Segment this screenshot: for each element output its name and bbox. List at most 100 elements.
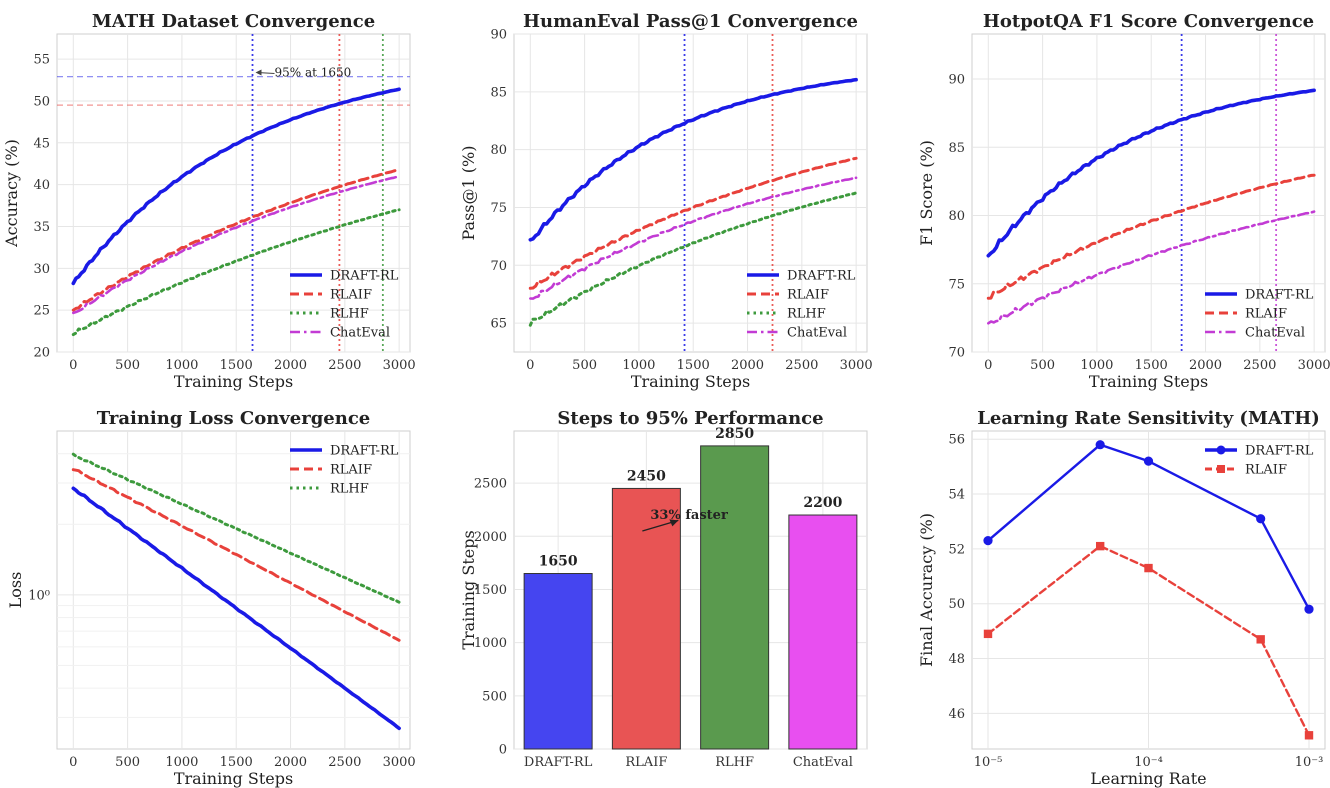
y-tick-label: 50 [948, 597, 965, 612]
y-tick-label: 20 [33, 346, 50, 361]
x-tick-label: 1500 [220, 755, 253, 770]
bar-rlaif [612, 488, 680, 749]
y-tick-label: 45 [33, 136, 50, 151]
y-tick-label: 75 [490, 201, 507, 216]
x-tick-label: 3000 [1298, 358, 1330, 373]
x-tick-label: 0 [984, 358, 992, 373]
x-tick-label: 0 [69, 358, 77, 373]
y-axis-label: Training Steps [459, 530, 478, 649]
chart-title: MATH Dataset Convergence [92, 11, 375, 32]
legend-label: ChatEval [330, 326, 390, 341]
legend-label: DRAFT-RL [787, 269, 856, 284]
chart-title: Steps to 95% Performance [557, 408, 823, 429]
x-tick-label: 2500 [1243, 358, 1276, 373]
bar-rlhf [701, 446, 769, 749]
x-tick-label: 500 [115, 358, 140, 373]
annotation-text: 33% faster [650, 508, 728, 523]
x-tick-label: RLHF [715, 755, 754, 770]
legend-label: RLHF [330, 482, 369, 497]
y-tick-label: 56 [948, 433, 965, 448]
panel-5: 10⁻⁵ 10⁻⁴ 10⁻³ 46 48 50 52 54 56 Learning Rate Se… [917, 408, 1325, 788]
y-tick-label: 2500 [474, 477, 507, 492]
plot-area-frame [514, 34, 867, 352]
x-axis-label: Training Steps [631, 372, 750, 391]
chart-title: HumanEval Pass@1 Convergence [523, 11, 858, 32]
y-tick-label: 48 [948, 652, 965, 667]
data-point [1256, 514, 1265, 523]
x-tick-label: 2500 [328, 755, 361, 770]
data-point [1305, 731, 1313, 739]
panel-2: 0 500 1000 1500 2000 2500 3000 70 75 80 85 90 Hotpot… [917, 11, 1330, 391]
y-tick-label: 55 [33, 53, 50, 68]
legend-marker [1217, 465, 1225, 473]
x-tick-label: 1500 [220, 358, 253, 373]
panel-1: 0 500 1000 1500 2000 2500 3000 65 70 75 80 85 90 Huma… [459, 11, 873, 391]
bar-value-label: 2200 [803, 495, 842, 511]
x-tick-label: 3000 [840, 358, 873, 373]
y-tick-label: 10⁰ [28, 588, 50, 603]
y-tick-label: 35 [33, 220, 50, 235]
data-point [1144, 564, 1152, 572]
y-tick-label: 85 [948, 141, 965, 156]
legend-label: DRAFT-RL [330, 444, 399, 459]
y-tick-label: 75 [948, 277, 965, 292]
plot-area-frame [57, 431, 410, 749]
plot-area-frame [57, 34, 410, 352]
data-point [984, 630, 992, 638]
data-point [983, 536, 992, 545]
chart-title: Training Loss Convergence [97, 408, 370, 429]
legend: DRAFT-RL RLAIF [1205, 444, 1314, 478]
chart-title: Learning Rate Sensitivity (MATH) [977, 408, 1320, 429]
x-tick-label: 2000 [731, 358, 764, 373]
x-tick-label: 2500 [785, 358, 818, 373]
x-tick-label: DRAFT-RL [524, 755, 593, 770]
y-tick-label: 65 [490, 317, 507, 332]
legend-label: RLAIF [330, 463, 372, 478]
y-tick-label: 1500 [474, 583, 507, 598]
y-tick-label: 70 [490, 259, 507, 274]
x-tick-label: 2000 [274, 755, 307, 770]
y-tick-label: 54 [948, 488, 965, 503]
legend-label: RLHF [330, 307, 369, 322]
legend-label: ChatEval [787, 326, 847, 341]
x-tick-label: 3000 [383, 755, 416, 770]
chart-title: HotpotQA F1 Score Convergence [983, 11, 1314, 32]
bar-draft-rl [524, 574, 592, 749]
legend-label: RLHF [787, 307, 826, 322]
y-axis-label: Accuracy (%) [2, 139, 21, 248]
y-tick-label: 80 [490, 143, 507, 158]
x-tick-label: 1000 [165, 358, 198, 373]
x-tick-label: 10⁻³ [1295, 755, 1324, 770]
data-point [1096, 542, 1104, 550]
x-tick-label: ChatEval [793, 755, 853, 770]
x-axis-label: Training Steps [174, 769, 293, 788]
y-tick-label: 90 [490, 28, 507, 43]
x-tick-label: 0 [69, 755, 77, 770]
x-tick-label: 1500 [1135, 358, 1168, 373]
y-tick-label: 46 [948, 707, 965, 722]
x-tick-label: 2000 [1189, 358, 1222, 373]
legend-label: RLAIF [1245, 307, 1287, 322]
legend-label: DRAFT-RL [1245, 288, 1314, 303]
y-tick-label: 0 [499, 743, 507, 758]
y-axis-label: Loss [6, 572, 25, 609]
x-tick-label: 500 [572, 358, 597, 373]
x-tick-label: 1500 [677, 358, 710, 373]
bar-value-label: 2450 [627, 468, 666, 484]
y-tick-label: 50 [33, 94, 50, 109]
y-tick-label: 2000 [474, 530, 507, 545]
legend-label: DRAFT-RL [1245, 444, 1314, 459]
x-tick-label: 3000 [383, 358, 416, 373]
y-tick-label: 80 [948, 209, 965, 224]
bar-chateval [789, 515, 857, 749]
x-axis-label: Training Steps [174, 372, 293, 391]
x-tick-label: 1000 [622, 358, 655, 373]
data-point [1096, 440, 1105, 449]
y-tick-label: 85 [490, 85, 507, 100]
legend: DRAFT-RL RLAIF ChatEval [1205, 288, 1314, 341]
legend-label: ChatEval [1245, 326, 1305, 341]
x-tick-label: 500 [1030, 358, 1055, 373]
y-tick-label: 500 [482, 689, 507, 704]
annotation-arrowhead [256, 69, 262, 75]
